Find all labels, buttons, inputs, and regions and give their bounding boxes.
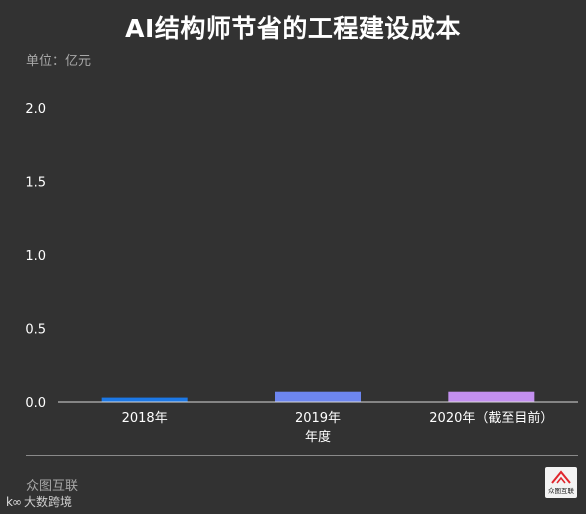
unit-label: 单位：亿元: [26, 54, 92, 69]
x-tick-label: 2019年: [295, 411, 341, 426]
mountain-logo-icon: [551, 470, 571, 484]
bar-1: [275, 391, 361, 402]
x-tick-label: 2020年（截至目前）: [429, 410, 553, 426]
watermark: k∞ 大数跨境: [6, 493, 72, 510]
source-label: 众图互联: [26, 479, 79, 494]
bar-series: [101, 391, 535, 402]
y-tick-label: 2.0: [25, 102, 46, 117]
x-axis-title: 年度: [305, 429, 331, 445]
bar-2: [448, 391, 535, 402]
x-axis-labels: 2018年 2019年 2020年（截至目前） 年度: [122, 410, 554, 445]
bar-0: [101, 397, 188, 402]
x-tick-label: 2018年: [122, 411, 168, 426]
chart-title: AI结构师节省的工程建设成本: [125, 14, 461, 43]
logo-text: 众图互联: [548, 487, 574, 495]
y-tick-label: 1.0: [25, 249, 46, 264]
watermark-logo-icon: k∞: [6, 494, 22, 509]
y-tick-label: 0.5: [25, 323, 46, 338]
footer-divider: [26, 455, 578, 456]
y-tick-label: 1.5: [25, 176, 46, 191]
bar-chart: 0.0 0.5 1.0 1.5 2.0 2018年 2019年 2020年（截至目前） 年度: [25, 102, 578, 445]
y-tick-label: 0.0: [25, 396, 46, 411]
watermark-text: 大数跨境: [23, 495, 72, 509]
y-axis-ticks: 0.0 0.5 1.0 1.5 2.0: [25, 102, 46, 411]
brand-logo: 众图互联: [545, 467, 577, 498]
